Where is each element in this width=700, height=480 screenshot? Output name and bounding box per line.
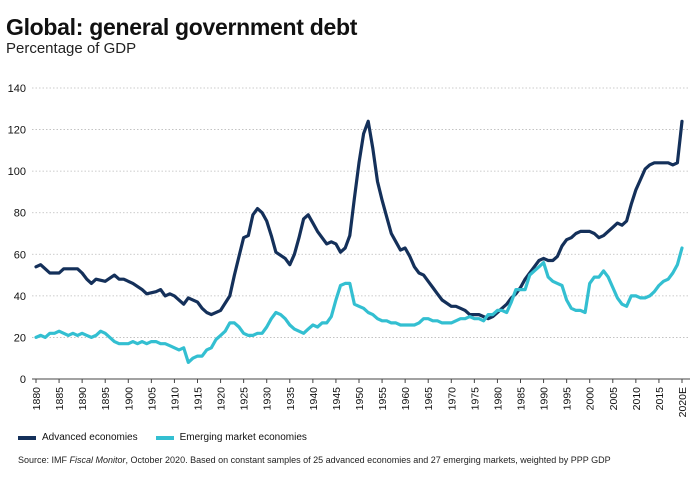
x-tick-label: 2015 (654, 387, 666, 411)
x-tick-label: 1890 (77, 387, 89, 411)
legend-item-advanced: Advanced economies (18, 432, 138, 443)
x-axis: 1880 1885 1890 1895 1900 1905 1910 1915 1920 1925… (31, 379, 689, 417)
series-lines (34, 119, 684, 364)
source-publication: Fiscal Monitor (69, 455, 126, 465)
x-tick-label: 2005 (608, 387, 620, 411)
x-tick-label: 1960 (400, 387, 412, 411)
source-prefix: Source: IMF (18, 455, 70, 465)
y-tick-label: 100 (8, 166, 26, 178)
x-tick-label: 1985 (516, 387, 528, 411)
series-line-advanced (34, 119, 684, 321)
y-tick-label: 140 (8, 83, 26, 95)
y-tick-label: 20 (14, 332, 26, 344)
x-tick-label: 1910 (169, 387, 181, 411)
x-tick-label: 2010 (631, 387, 643, 411)
x-tick-label: 1900 (123, 387, 135, 411)
y-tick-label: 60 (14, 249, 26, 261)
y-tick-label: 80 (14, 208, 26, 220)
y-tick-label: 40 (14, 291, 26, 303)
legend-item-emerging: Emerging market economies (155, 432, 307, 443)
legend-swatch-advanced (18, 435, 36, 440)
x-tick-label: 1895 (100, 387, 112, 411)
x-tick-label: 1995 (562, 387, 574, 411)
x-tick-label: 1935 (285, 387, 297, 411)
source-suffix: , October 2020. Based on constant sample… (125, 455, 611, 465)
source-note: Source: IMF Fiscal Monitor, October 2020… (18, 455, 611, 465)
x-tick-label: 1930 (262, 387, 274, 411)
x-tick-label: 1915 (193, 387, 205, 411)
chart-title: Global: general government debt (6, 14, 358, 40)
grid-lines (32, 87, 690, 380)
legend-label-emerging: Emerging market economies (179, 432, 307, 443)
x-tick-label: 1950 (354, 387, 366, 411)
x-tick-label: 1965 (423, 387, 435, 411)
series-line-emerging (34, 246, 684, 364)
x-tick-label: 1885 (54, 387, 66, 411)
legend-swatch-emerging (155, 435, 174, 440)
legend-label-advanced: Advanced economies (42, 432, 138, 443)
x-tick-label: 1990 (539, 387, 551, 411)
y-axis: 0 20 40 60 80 100 120 140 (8, 83, 26, 386)
x-tick-label: 1945 (331, 387, 343, 411)
x-tick-label: 1975 (469, 387, 481, 411)
y-tick-label: 120 (8, 125, 26, 137)
x-tick-label: 1980 (492, 387, 504, 411)
x-tick-label: 1955 (377, 387, 389, 411)
x-tick-label: 1925 (239, 387, 251, 411)
x-tick-label: 1905 (146, 387, 158, 411)
y-tick-label: 0 (20, 374, 26, 386)
x-tick-label: 1970 (446, 387, 458, 411)
x-tick-label: 1940 (308, 387, 320, 411)
x-tick-label: 2020E (677, 387, 689, 417)
legend: Advanced economies Emerging market econo… (18, 432, 307, 443)
x-tick-label: 2000 (585, 387, 597, 411)
x-tick-label: 1920 (216, 387, 228, 411)
chart-subtitle: Percentage of GDP (6, 40, 137, 57)
x-tick-label: 1880 (31, 387, 43, 411)
